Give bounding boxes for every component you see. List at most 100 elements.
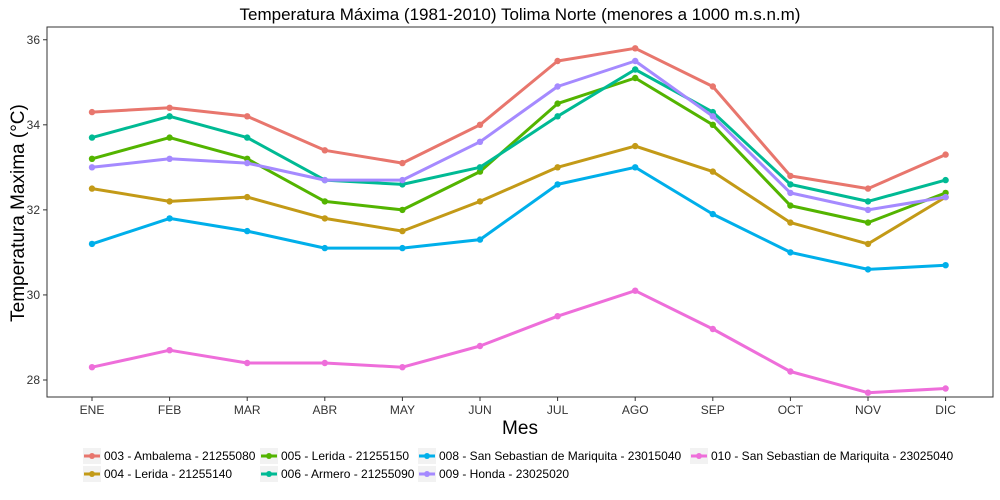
x-tick-label: NOV [855, 403, 881, 417]
legend-item: 006 - Armero - 21255090 [260, 466, 415, 482]
data-point [321, 147, 328, 154]
data-point [864, 198, 872, 205]
series-2 [88, 142, 949, 248]
data-point [554, 181, 561, 188]
data-point [166, 347, 173, 354]
legend-label: 008 - San Sebastian de Mariquita - 23015… [439, 449, 681, 463]
data-point [399, 176, 406, 184]
data-point [88, 364, 96, 371]
data-point [166, 155, 173, 162]
series-3 [88, 74, 949, 226]
x-tick-label: MAR [234, 403, 261, 417]
data-point [864, 389, 872, 396]
data-point [166, 104, 173, 112]
data-point [864, 206, 872, 214]
x-axis: ENE FEB MAR ABR MAY JUN JUL AGO SEP OCT NOV DIC [80, 397, 956, 417]
legend-swatch-point [266, 471, 272, 477]
legend-swatch-point [424, 471, 430, 477]
data-point [244, 159, 251, 167]
data-point [864, 266, 872, 273]
legend-swatch-point [424, 453, 430, 459]
y-tick-label: 36 [27, 33, 41, 47]
data-point [554, 113, 561, 120]
data-point [88, 155, 96, 162]
data-point [476, 342, 484, 350]
data-point [244, 359, 251, 367]
data-point [88, 240, 96, 248]
data-point [787, 368, 794, 375]
data-point [321, 215, 328, 222]
data-point [476, 138, 484, 145]
series-line [91, 46, 947, 191]
data-point [321, 244, 328, 252]
y-axis: 28 30 32 34 36 [27, 33, 47, 387]
data-point [864, 240, 872, 248]
x-tick-label: JUN [468, 403, 491, 417]
y-tick-label: 30 [27, 288, 41, 302]
data-point [244, 227, 251, 235]
data-point [787, 181, 794, 188]
data-point [942, 151, 949, 158]
data-point [787, 202, 794, 209]
data-point [166, 215, 173, 222]
series-line [91, 165, 946, 271]
x-tick-label: JUL [547, 403, 569, 417]
data-point [244, 193, 251, 201]
legend-swatch-point [266, 453, 272, 459]
data-point [476, 164, 484, 171]
data-point [166, 198, 173, 205]
y-axis-title: Temperatura Maxima (°C) [8, 104, 29, 322]
data-point [166, 113, 173, 120]
x-tick-label: ENE [80, 403, 105, 417]
series-line [91, 76, 947, 225]
series-line [91, 144, 947, 246]
data-point [399, 159, 406, 167]
data-point [554, 100, 561, 107]
data-point [709, 83, 716, 90]
data-point [709, 325, 716, 333]
x-axis-title: Mes [502, 418, 538, 439]
series-5 [88, 164, 949, 273]
data-point [244, 134, 251, 141]
data-point [244, 113, 251, 120]
data-point [321, 176, 328, 184]
data-point [942, 193, 949, 201]
data-point [399, 206, 406, 214]
x-tick-label: SEP [701, 403, 725, 417]
legend-item: 003 - Ambalema - 21255080 [83, 448, 256, 464]
data-point [942, 385, 949, 392]
data-point [632, 66, 639, 73]
chart-title: Temperatura Máxima (1981-2010) Tolima No… [240, 5, 801, 24]
legend-swatch-point [89, 471, 95, 477]
data-point [632, 142, 639, 150]
x-tick-label: AGO [622, 403, 649, 417]
data-point [942, 262, 949, 269]
data-point [399, 244, 406, 252]
data-point [88, 108, 96, 116]
y-tick-label: 32 [27, 203, 41, 217]
x-tick-label: MAY [390, 403, 415, 417]
data-point [709, 168, 716, 175]
data-point [476, 121, 484, 128]
y-tick-label: 34 [27, 118, 41, 132]
data-point [632, 287, 639, 294]
series-layer [88, 45, 949, 396]
data-point [787, 249, 794, 256]
legend-label: 009 - Honda - 23025020 [439, 467, 569, 481]
data-point [942, 176, 949, 184]
data-point [632, 164, 639, 171]
data-point [321, 198, 328, 205]
legend-swatch-point [696, 453, 702, 459]
data-point [864, 219, 872, 226]
data-point [864, 185, 872, 192]
x-tick-label: ABR [312, 403, 337, 417]
legend-item: 009 - Honda - 23025020 [418, 466, 569, 482]
data-point [476, 198, 484, 205]
data-point [554, 164, 561, 171]
legend-label: 006 - Armero - 21255090 [281, 467, 415, 481]
data-point [632, 45, 639, 52]
data-point [787, 172, 794, 180]
data-point [321, 359, 328, 367]
data-point [709, 121, 716, 128]
